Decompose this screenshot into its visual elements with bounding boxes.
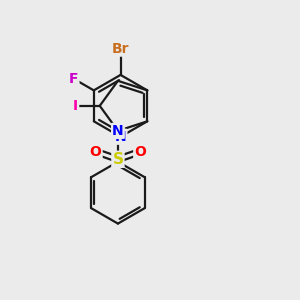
Text: S: S	[112, 152, 123, 167]
Text: N: N	[112, 124, 124, 138]
Text: O: O	[90, 145, 102, 159]
Text: I: I	[73, 99, 78, 113]
Text: Br: Br	[112, 42, 129, 56]
Text: F: F	[69, 72, 78, 86]
Text: N: N	[115, 130, 126, 144]
Text: O: O	[134, 145, 146, 159]
